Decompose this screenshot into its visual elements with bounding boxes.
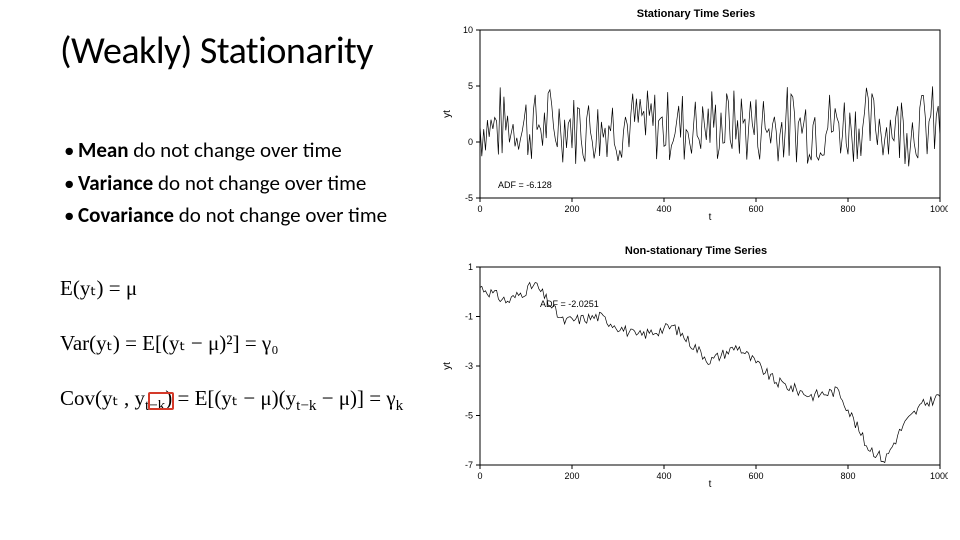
svg-text:0: 0 (477, 471, 482, 481)
svg-text:-7: -7 (465, 460, 473, 470)
charts-region: Stationary Time Series 02004006008001000… (436, 6, 956, 530)
svg-text:-5: -5 (465, 411, 473, 421)
svg-text:0: 0 (468, 137, 473, 147)
eq-subscript: k (396, 398, 404, 414)
eq-text: Var(yₜ) = E[(yₜ − μ)²] = γ₀ (60, 331, 279, 355)
svg-text:-3: -3 (465, 361, 473, 371)
svg-text:800: 800 (840, 471, 855, 481)
svg-text:400: 400 (656, 204, 671, 214)
bullet-text: Covariance do not change over time (78, 199, 387, 232)
svg-text:400: 400 (656, 471, 671, 481)
eq-text: ) = E[(yₜ − μ)(y (165, 386, 296, 410)
chart-title-stationary: Stationary Time Series (436, 8, 956, 20)
svg-text:-1: -1 (465, 312, 473, 322)
chart-stationary: Stationary Time Series 02004006008001000… (436, 8, 956, 227)
svg-text:-5: -5 (465, 193, 473, 203)
bullet-dot: • (64, 167, 78, 200)
svg-text:200: 200 (564, 471, 579, 481)
bullet-bold: Covariance (78, 202, 174, 228)
svg-text:yt: yt (442, 362, 453, 370)
svg-text:800: 800 (840, 204, 855, 214)
bullet-text: Mean do not change over time (78, 134, 342, 167)
svg-text:600: 600 (748, 471, 763, 481)
chart-stationary-svg: 0 200 400 600 800 1000 -5 0 5 10 t yt ADF = -6.128 (436, 26, 948, 222)
bullet-bold: Variance (78, 170, 153, 196)
eq-text: E(yₜ) = μ (60, 276, 137, 300)
svg-text:1000: 1000 (930, 204, 948, 214)
svg-text:1000: 1000 (930, 471, 948, 481)
bullet-dot: • (64, 199, 78, 232)
chart-title-nonstationary: Non-stationary Time Series (436, 245, 956, 257)
svg-text:ADF = -2.0251: ADF = -2.0251 (540, 299, 599, 309)
svg-text:200: 200 (564, 204, 579, 214)
svg-text:1: 1 (468, 263, 473, 272)
svg-text:ADF = -6.128: ADF = -6.128 (498, 180, 552, 190)
bullet-rest: do not change over time (153, 170, 366, 196)
bullet-rest: do not change over time (174, 202, 387, 228)
svg-text:yt: yt (442, 110, 453, 118)
chart-nonstationary-svg: 0 200 400 600 800 1000 -7 -5 -3 -1 1 t yt ADF = -2.02… (436, 263, 948, 489)
svg-text:10: 10 (463, 26, 473, 35)
svg-text:t: t (709, 212, 712, 222)
bullet-dot: • (64, 134, 78, 167)
red-annotation-box (148, 392, 174, 410)
eq-text: Cov(yₜ , y (60, 386, 145, 410)
eq-subscript: t−k (296, 398, 316, 414)
eq-text: − μ)] = γ (316, 386, 395, 410)
svg-text:0: 0 (477, 204, 482, 214)
bullet-rest: do not change over time (129, 137, 342, 163)
svg-text:t: t (709, 479, 712, 489)
bullet-text: Variance do not change over time (78, 167, 366, 200)
svg-text:5: 5 (468, 81, 473, 91)
slide-root: (Weakly) Stationarity • Mean do not chan… (0, 0, 960, 540)
svg-text:600: 600 (748, 204, 763, 214)
bullet-bold: Mean (78, 137, 129, 163)
chart-nonstationary: Non-stationary Time Series 0 200 400 600 800… (436, 245, 956, 494)
